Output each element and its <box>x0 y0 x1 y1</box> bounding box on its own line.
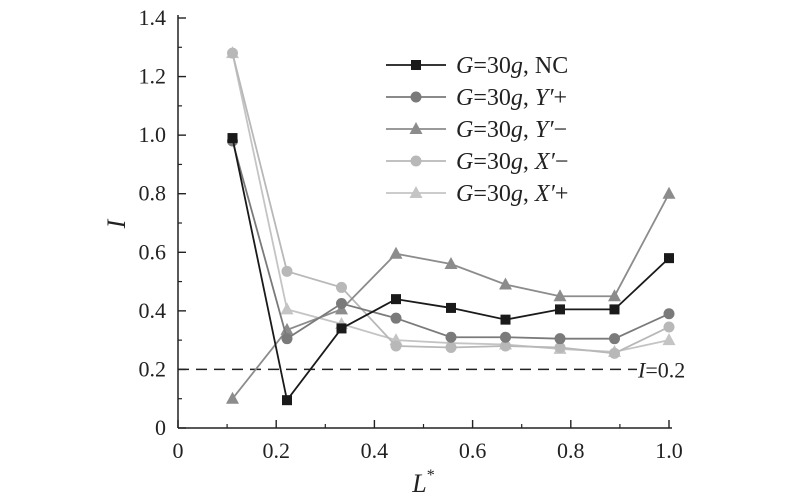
x-tick-label: 0.6 <box>459 438 487 463</box>
data-point <box>282 395 293 406</box>
y-tick-label: 0.2 <box>139 356 167 381</box>
data-point <box>500 314 511 325</box>
data-point <box>607 289 621 302</box>
data-point <box>336 323 347 334</box>
legend-label: G=30g, Y′+ <box>456 85 567 111</box>
legend-marker <box>410 91 422 103</box>
data-point <box>554 304 565 315</box>
data-point <box>609 304 620 315</box>
data-point <box>444 257 458 269</box>
series-0 <box>227 133 674 406</box>
data-point <box>445 331 457 343</box>
data-point <box>499 340 511 352</box>
x-tick-label: 0.4 <box>361 438 389 463</box>
data-point <box>663 308 675 320</box>
legend-marker <box>411 60 421 70</box>
data-point <box>281 333 293 345</box>
legend-entry: G=30g, X′− <box>386 149 568 175</box>
y-axis-label: I <box>102 218 131 229</box>
ticks: 0 0.2 0.4 0.6 0.8 1.0 0 0.2 0.4 0.6 0.8 1.0 1.2 1.4 <box>139 5 683 463</box>
reference-line-label: I=0.2 <box>637 357 685 382</box>
legend-label: G=30g, Y′− <box>456 117 567 143</box>
y-tick-label: 1.2 <box>139 64 167 89</box>
data-point <box>227 47 239 59</box>
data-point <box>499 331 511 343</box>
legend-marker <box>409 122 423 134</box>
x-tick-label: 0.2 <box>262 438 290 463</box>
y-tick-label: 0.8 <box>139 181 167 206</box>
series-1 <box>227 135 675 345</box>
data-point <box>663 321 675 333</box>
reference-line-group: I=0.2 <box>178 357 685 382</box>
data-point <box>662 186 676 199</box>
series-3 <box>227 47 675 359</box>
data-point <box>553 289 567 302</box>
legend-entry: G=30g, Y′+ <box>386 85 567 111</box>
data-point <box>554 333 566 345</box>
data-point <box>664 253 674 264</box>
legend-label: G=30g, X′+ <box>456 181 568 207</box>
series-2 <box>226 186 676 404</box>
data-point <box>498 277 512 290</box>
y-tick-label: 1.4 <box>139 5 167 30</box>
legend: G=30g, NC G=30g, Y′+ G=30g, Y′− G=30g, X′− G… <box>386 53 568 207</box>
legend-entry: G=30g, NC <box>386 53 568 79</box>
legend-marker <box>410 155 422 167</box>
data-point <box>280 302 294 315</box>
data-point <box>336 281 348 293</box>
data-point <box>280 322 294 335</box>
data-point <box>445 302 456 313</box>
series-line <box>231 193 670 400</box>
series-group <box>226 46 676 406</box>
y-tick-label: 1.0 <box>139 122 167 147</box>
legend-entry: G=30g, X′+ <box>386 181 568 207</box>
legend-label: G=30g, NC <box>456 53 568 79</box>
legend-marker <box>409 186 423 198</box>
data-point <box>390 340 402 352</box>
x-axis-label: L* <box>411 467 434 498</box>
data-point <box>336 298 348 310</box>
data-point <box>281 265 293 277</box>
y-tick-label: 0.4 <box>139 298 167 323</box>
series-line <box>231 137 670 403</box>
x-tick-label: 0 <box>173 438 184 463</box>
y-tick-label: 0 <box>155 415 166 440</box>
data-point <box>391 294 402 305</box>
x-tick-label: 0.8 <box>557 438 585 463</box>
y-tick-label: 0.6 <box>139 239 167 264</box>
data-point <box>608 333 620 345</box>
data-point <box>227 133 238 144</box>
data-point <box>445 341 457 353</box>
legend-entry: G=30g, Y′− <box>386 117 567 143</box>
data-point <box>390 312 402 324</box>
data-point <box>662 333 676 346</box>
axes <box>177 15 672 429</box>
data-point <box>554 341 566 353</box>
data-point <box>226 391 240 404</box>
data-point <box>389 246 403 259</box>
legend-label: G=30g, X′− <box>456 149 568 175</box>
data-point <box>608 347 620 359</box>
x-tick-label: 1.0 <box>655 438 683 463</box>
